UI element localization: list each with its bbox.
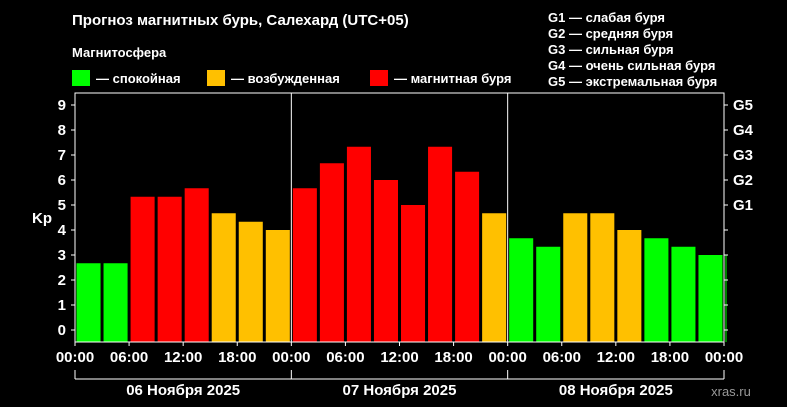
y-tick-label: 5 <box>58 197 66 214</box>
day-label: 08 Ноября 2025 <box>559 382 673 399</box>
g-scale-tick-label: G1 <box>733 197 753 214</box>
kp-bar <box>130 196 155 342</box>
kp-bar <box>455 171 480 342</box>
kp-bar <box>373 180 398 342</box>
kp-bar <box>536 246 561 342</box>
x-tick-label: 18:00 <box>218 349 256 366</box>
kp-bar <box>590 213 615 342</box>
kp-bar <box>725 255 727 342</box>
g-scale-item: G1 — слабая буря <box>548 10 666 25</box>
x-tick-label: 12:00 <box>380 349 418 366</box>
kp-bar <box>265 230 290 342</box>
kp-bar <box>238 221 263 342</box>
g-scale-item: G3 — сильная буря <box>548 42 674 57</box>
day-label: 06 Ноября 2025 <box>126 382 240 399</box>
g-scale-legend: G1 — слабая буря G2 — средняя буря G3 — … <box>548 10 717 90</box>
kp-bar <box>617 230 642 342</box>
x-tick-label: 18:00 <box>651 349 689 366</box>
kp-bar <box>346 146 371 342</box>
kp-bar <box>319 163 344 342</box>
x-tick-label: 00:00 <box>272 349 310 366</box>
bars-group <box>76 146 727 342</box>
kp-bar <box>563 213 588 342</box>
y-tick-label: 2 <box>58 272 66 289</box>
x-tick-label: 06:00 <box>110 349 148 366</box>
y-tick-label: 7 <box>58 147 66 164</box>
y-tick-label: 1 <box>58 297 66 314</box>
g-scale-tick-label: G2 <box>733 172 753 189</box>
kp-bar <box>698 255 723 342</box>
g-scale-item: G2 — средняя буря <box>548 26 674 41</box>
kp-bar <box>76 263 101 342</box>
kp-bar <box>184 188 209 342</box>
x-tick-label: 06:00 <box>326 349 364 366</box>
legend-label-calm: — спокойная <box>96 71 181 86</box>
g-scale-item: G5 — экстремальная буря <box>548 74 718 89</box>
g-scale-tick-label: G5 <box>733 97 753 114</box>
x-tick-label: 18:00 <box>434 349 472 366</box>
legend-swatch-storm <box>370 70 388 86</box>
y-tick-label: 8 <box>58 122 66 139</box>
day-label: 07 Ноября 2025 <box>343 382 457 399</box>
x-tick-label: 12:00 <box>597 349 635 366</box>
y-tick-label: 0 <box>58 322 66 339</box>
legend-label-active: — возбужденная <box>231 71 340 86</box>
y-axis-label: Kp <box>32 210 52 227</box>
legend-item-storm: — магнитная буря <box>370 70 511 86</box>
legend-swatch-active <box>207 70 225 86</box>
kp-bar <box>644 238 669 342</box>
y-tick-label: 4 <box>58 222 67 239</box>
kp-bar <box>428 146 453 342</box>
g-scale-item: G4 — очень сильная буря <box>548 58 716 73</box>
legend-item-calm: — спокойная <box>72 70 181 86</box>
x-tick-label: 12:00 <box>164 349 202 366</box>
kp-bar <box>211 213 236 342</box>
g-scale-tick-label: G3 <box>733 147 753 164</box>
kp-bar <box>401 205 426 342</box>
watermark: xras.ru <box>711 384 751 399</box>
x-tick-label: 00:00 <box>705 349 743 366</box>
x-tick-label: 06:00 <box>543 349 581 366</box>
g-scale-tick-label: G4 <box>733 122 754 139</box>
kp-bar <box>103 263 128 342</box>
y-tick-label: 3 <box>58 247 66 264</box>
kp-bar <box>157 196 182 342</box>
chart-title: Прогноз магнитных бурь, Салехард (UTC+05… <box>72 12 409 29</box>
legend-label-storm: — магнитная буря <box>394 71 512 86</box>
y-tick-label: 9 <box>58 97 66 114</box>
kp-bar <box>671 246 696 342</box>
x-tick-label: 00:00 <box>56 349 94 366</box>
chart-subtitle: Магнитосфера <box>72 45 167 60</box>
kp-bar <box>509 238 534 342</box>
kp-bar <box>292 188 317 342</box>
legend-item-active: — возбужденная <box>207 70 340 86</box>
legend-swatch-calm <box>72 70 90 86</box>
x-tick-label: 00:00 <box>488 349 526 366</box>
axes-group: 0 1 2 3 4 5 6 7 8 9 G1 G2 G3 G4 G5 00:00 06:00 12:00 18:00… <box>56 92 754 399</box>
kp-bar <box>482 213 507 342</box>
y-tick-label: 6 <box>58 172 66 189</box>
